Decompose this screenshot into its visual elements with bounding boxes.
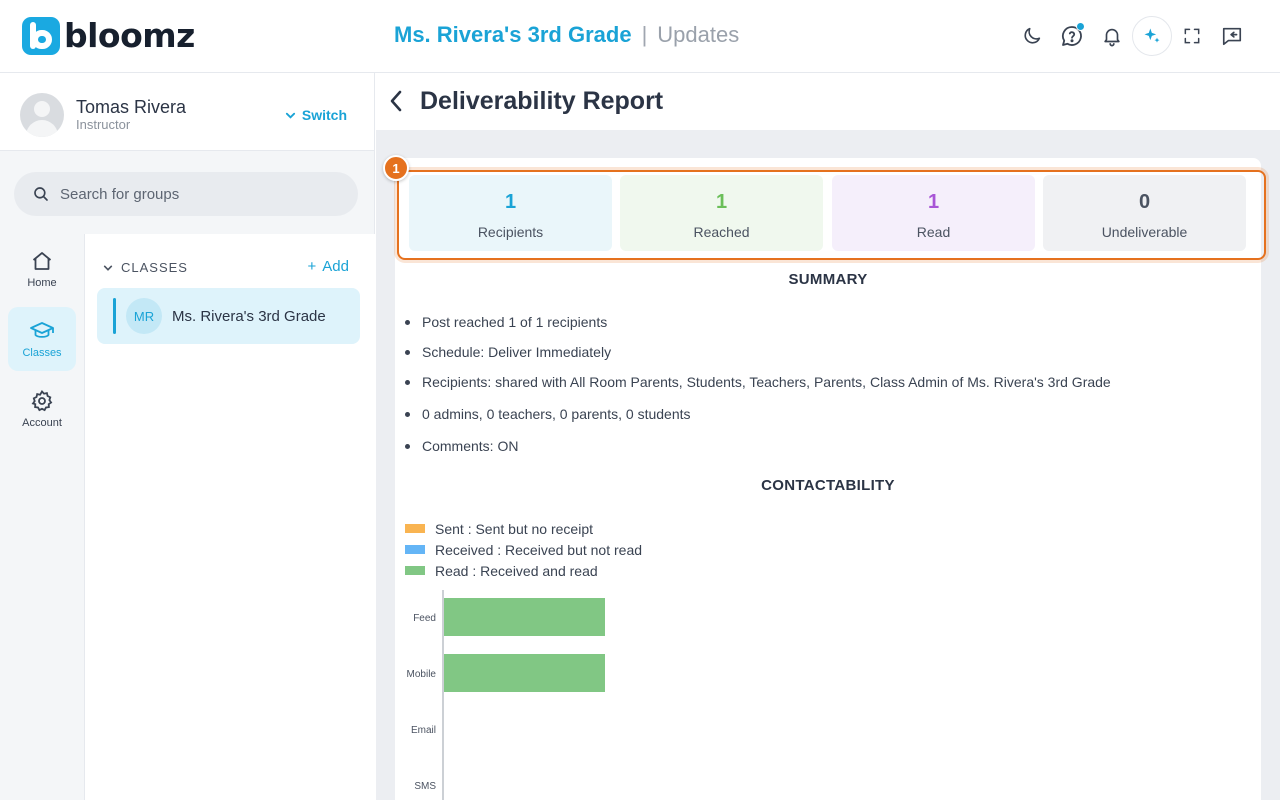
bloomz-logo-mark xyxy=(22,17,60,55)
search-placeholder: Search for groups xyxy=(60,185,180,203)
moon-icon[interactable] xyxy=(1012,16,1052,56)
add-label: Add xyxy=(322,258,349,275)
top-icons xyxy=(1012,16,1252,56)
group-name: Ms. Rivera's 3rd Grade xyxy=(172,308,326,325)
stat-value: 1 xyxy=(927,191,940,213)
stat-label: Recipients xyxy=(477,224,544,240)
tick-label-mobile: Mobile xyxy=(407,669,437,680)
nav-account[interactable]: Account xyxy=(8,377,76,441)
group-initials-avatar: MR xyxy=(126,298,162,334)
legend-entry: Read : Received and read xyxy=(405,560,642,581)
chevron-down-icon xyxy=(103,265,113,271)
bar-feed[interactable] xyxy=(444,598,605,636)
profile-role: Instructor xyxy=(76,117,131,132)
search-input[interactable]: Search for groups xyxy=(14,172,358,216)
heading-separator: | xyxy=(641,22,648,47)
legend-swatch xyxy=(405,545,425,554)
stat-reached[interactable]: 1 Reached xyxy=(620,175,823,251)
section-title: Updates xyxy=(657,22,740,47)
list-item: Recipients: shared with All Room Parents… xyxy=(405,367,1111,397)
avatar[interactable] xyxy=(20,93,64,137)
stat-read[interactable]: 1 Read xyxy=(832,175,1035,251)
report-card xyxy=(395,158,1261,800)
nav-account-label: Account xyxy=(22,417,62,429)
left-panel: Search for groups Home Classes Account C… xyxy=(0,151,375,800)
stat-label: Reached xyxy=(693,224,750,240)
groups-panel: CLASSES + Add MR Ms. Rivera's 3rd Grade xyxy=(85,234,375,800)
top-bar: bloomz Ms. Rivera's 3rd Grade | Updates xyxy=(0,0,1280,73)
list-item: 0 admins, 0 teachers, 0 parents, 0 stude… xyxy=(405,397,1111,431)
group-item[interactable]: MR Ms. Rivera's 3rd Grade xyxy=(97,288,360,344)
classes-header[interactable]: CLASSES xyxy=(103,260,188,275)
back-button[interactable] xyxy=(388,89,404,118)
nav-rail: Home Classes Account xyxy=(0,234,85,800)
tick-label-feed: Feed xyxy=(413,613,436,624)
fullscreen-icon[interactable] xyxy=(1172,16,1212,56)
report-header: Deliverability Report xyxy=(376,73,1280,130)
list-item: Post reached 1 of 1 recipients xyxy=(405,307,1111,337)
active-indicator xyxy=(113,298,116,334)
nav-classes[interactable]: Classes xyxy=(8,307,76,371)
sparkle-icon[interactable] xyxy=(1132,16,1172,56)
summary-title: SUMMARY xyxy=(788,271,868,288)
stat-label: Undeliverable xyxy=(1101,224,1188,240)
stat-value: 1 xyxy=(715,191,728,213)
notification-dot xyxy=(1076,22,1085,31)
contactability-title: CONTACTABILITY xyxy=(761,477,895,494)
page-heading: Ms. Rivera's 3rd Grade | Updates xyxy=(394,22,739,48)
graduation-cap-icon xyxy=(30,322,54,338)
add-class-button[interactable]: + Add xyxy=(308,258,349,275)
switch-label: Switch xyxy=(301,107,347,123)
search-icon xyxy=(34,187,48,201)
stat-value: 0 xyxy=(1138,191,1151,213)
logo-text: bloomz xyxy=(64,16,195,55)
stat-label: Read xyxy=(916,224,951,240)
chevron-down-icon xyxy=(285,112,295,119)
contactability-chart: Feed Mobile Email SMS xyxy=(407,590,605,800)
tick-label-email: Email xyxy=(411,725,436,736)
classes-header-label: CLASSES xyxy=(121,260,188,275)
legend-entry: Received : Received but not read xyxy=(405,539,642,560)
back-arrow-icon xyxy=(390,90,402,112)
group-title[interactable]: Ms. Rivera's 3rd Grade xyxy=(394,22,632,47)
bell-icon[interactable] xyxy=(1092,16,1132,56)
switch-button[interactable]: Switch xyxy=(285,107,347,123)
legend-entry: Sent : Sent but no receipt xyxy=(405,518,642,539)
stats-highlight: 1 Recipients 1 Reached 1 Read 0 Undelive… xyxy=(397,170,1266,260)
stat-value: 1 xyxy=(504,191,517,213)
nav-home[interactable]: Home xyxy=(8,237,76,301)
report-title: Deliverability Report xyxy=(420,87,664,115)
list-item: Comments: ON xyxy=(405,431,1111,461)
bar-mobile[interactable] xyxy=(444,654,605,692)
summary-list: Post reached 1 of 1 recipients Schedule:… xyxy=(405,307,1111,461)
gear-icon xyxy=(31,389,53,412)
list-item: Schedule: Deliver Immediately xyxy=(405,337,1111,367)
profile-panel: Tomas Rivera Instructor Switch xyxy=(0,73,375,151)
legend-swatch xyxy=(405,524,425,533)
chart-legend: Sent : Sent but no receipt Received : Re… xyxy=(405,518,642,581)
stat-undeliverable[interactable]: 0 Undeliverable xyxy=(1043,175,1246,251)
tick-label-sms: SMS xyxy=(414,781,436,792)
help-bubble-icon[interactable] xyxy=(1052,16,1092,56)
profile-name: Tomas Rivera xyxy=(76,97,187,117)
nav-home-label: Home xyxy=(27,277,57,289)
nav-classes-label: Classes xyxy=(22,347,62,359)
home-icon xyxy=(32,252,52,270)
stat-recipients[interactable]: 1 Recipients xyxy=(409,175,612,251)
bloomz-logo[interactable]: bloomz xyxy=(22,17,195,55)
step-badge: 1 xyxy=(383,155,409,181)
legend-swatch xyxy=(405,566,425,575)
chat-collapse-icon[interactable] xyxy=(1212,16,1252,56)
plus-icon: + xyxy=(307,258,317,275)
